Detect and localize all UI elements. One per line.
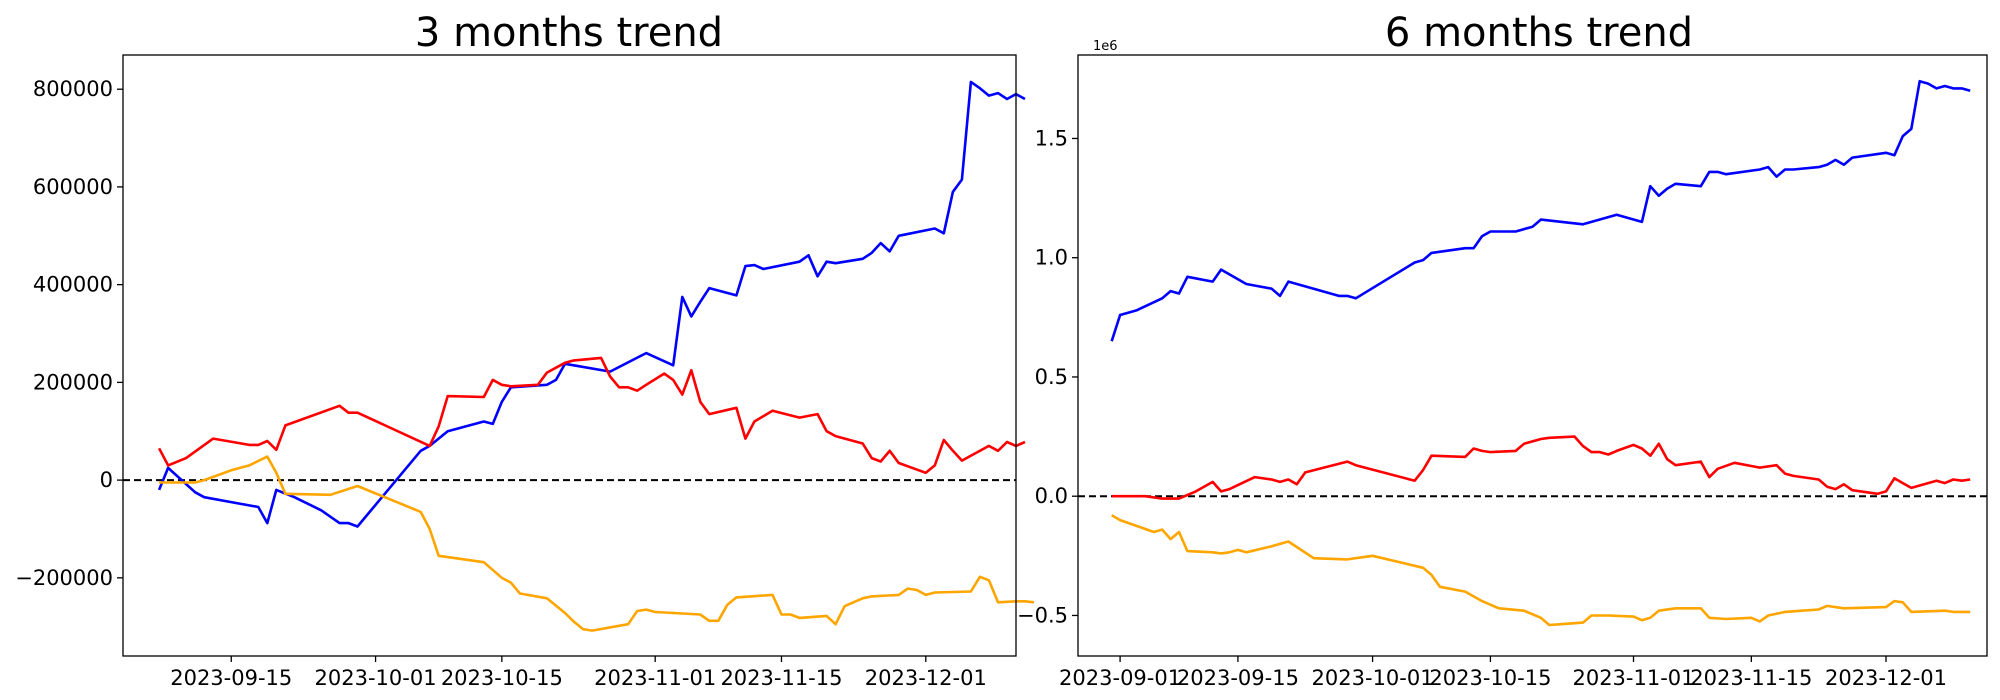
series-line-0 <box>1110 79 1971 342</box>
y-tick-label: 800000 <box>33 77 113 101</box>
y-tick-label: 0 <box>100 468 113 492</box>
x-tick-label: 2023-09-15 <box>1177 666 1299 690</box>
x-tick-label: 2023-11-01 <box>1572 666 1694 690</box>
x-tick-label: 2023-12-01 <box>1825 666 1947 690</box>
y-tick-label: −200000 <box>15 566 113 590</box>
x-tick-label: 2023-12-01 <box>865 666 987 690</box>
y-offset-label: 1e6 <box>1093 39 1118 54</box>
y-tick-label: −0.5 <box>1017 603 1068 627</box>
series-line-2 <box>1111 514 1971 627</box>
y-tick-label: 400000 <box>33 273 113 297</box>
y-tick-label: 1.0 <box>1035 246 1068 270</box>
plot-frame <box>1077 54 1988 657</box>
plot-frame <box>122 54 1017 657</box>
series-line-1 <box>1111 435 1971 500</box>
x-tick-label: 2023-11-15 <box>720 666 842 690</box>
y-tick-label: 0.0 <box>1035 484 1068 508</box>
chart-title: 6 months trend <box>1385 10 1693 56</box>
series-line-1 <box>157 356 1026 475</box>
series-line-0 <box>157 80 1026 528</box>
x-tick-label: 2023-10-01 <box>1312 666 1434 690</box>
x-tick-label: 2023-11-15 <box>1690 666 1812 690</box>
y-tick-label: 200000 <box>33 370 113 394</box>
x-tick-label: 2023-09-01 <box>1059 666 1181 690</box>
chart-3-months: 3 months trend 2023-09-15 2023-10-01 2023-… <box>15 10 1035 690</box>
series-line-2 <box>159 455 1035 632</box>
x-tick-label: 2023-11-01 <box>594 666 716 690</box>
y-tick-label: 0.5 <box>1035 365 1068 389</box>
x-tick-label: 2023-10-01 <box>315 666 437 690</box>
x-tick-label: 2023-10-15 <box>1429 666 1551 690</box>
chart-title: 3 months trend <box>415 10 723 56</box>
y-tick-label: 1.5 <box>1035 126 1068 150</box>
x-tick-label: 2023-10-15 <box>441 666 563 690</box>
x-tick-label: 2023-09-15 <box>170 666 292 690</box>
y-tick-label: 600000 <box>33 175 113 199</box>
